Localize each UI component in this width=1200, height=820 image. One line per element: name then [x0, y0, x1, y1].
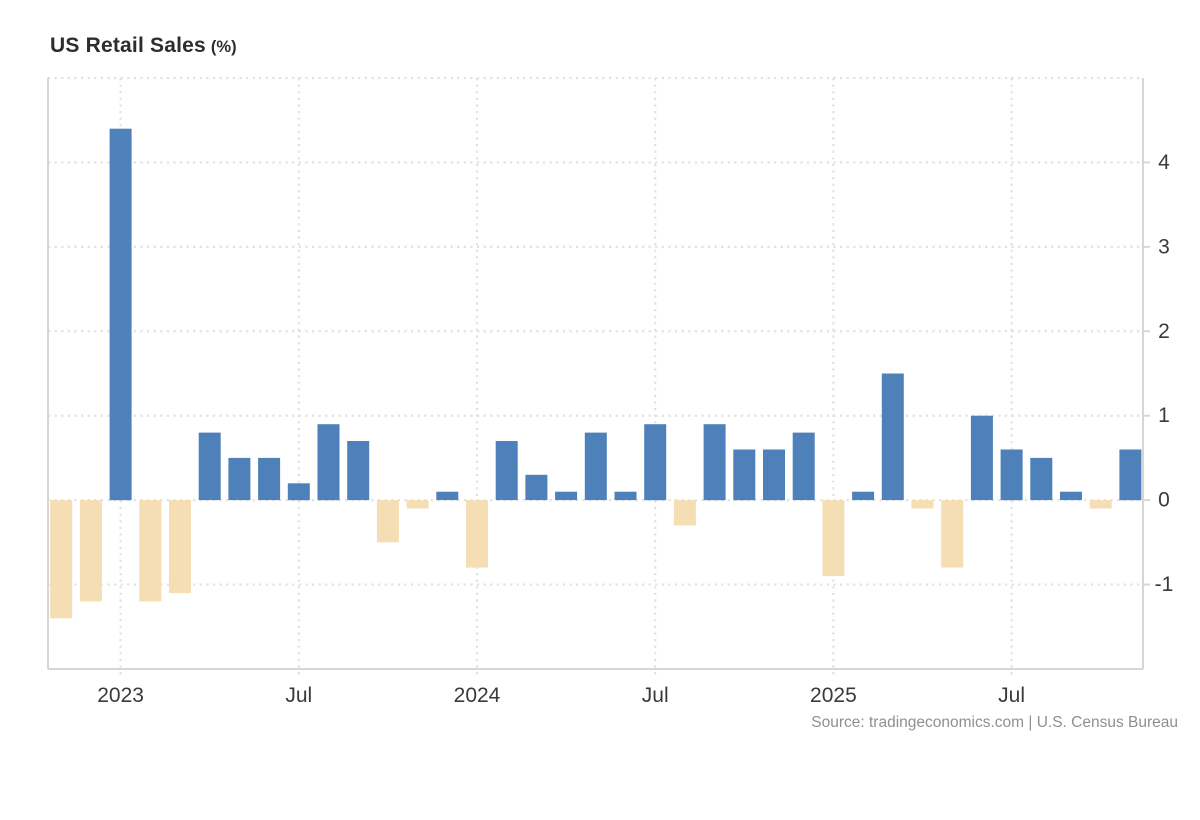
x-tick-label: Jul: [642, 684, 669, 707]
bar-mar-2023[interactable]: [169, 500, 191, 593]
chart-title-unit: (%): [210, 38, 237, 56]
bar-aug-2025[interactable]: [1030, 457, 1053, 501]
bar-nov-2022[interactable]: [50, 500, 73, 619]
y-tick-label: 2: [1158, 320, 1170, 343]
y-tick-label: 0: [1158, 489, 1170, 512]
x-tick-label: 2023: [97, 684, 144, 707]
y-tick-label: 3: [1158, 235, 1170, 258]
bar-jun-2025[interactable]: [970, 415, 993, 501]
y-tick-label: -1: [1155, 573, 1174, 596]
y-tick-label: 1: [1158, 404, 1170, 427]
chart-title: US Retail Sales (%): [50, 34, 237, 58]
bar-jan-2024[interactable]: [466, 500, 488, 568]
bar-nov-2025[interactable]: [1119, 449, 1142, 501]
y-tick-label: 4: [1158, 151, 1170, 174]
bar-nov-2023[interactable]: [406, 500, 429, 509]
bar-oct-2024[interactable]: [733, 449, 756, 501]
bar-jul-2023[interactable]: [287, 483, 310, 501]
bar-sep-2025[interactable]: [1060, 491, 1082, 501]
bar-sep-2023[interactable]: [347, 441, 370, 501]
bar-may-2023[interactable]: [228, 457, 251, 501]
bar-jul-2025[interactable]: [1000, 449, 1023, 501]
bar-mar-2025[interactable]: [881, 373, 904, 501]
source-attribution: Source: tradingeconomics.com | U.S. Cens…: [811, 714, 1178, 731]
bar-oct-2025[interactable]: [1089, 500, 1112, 509]
x-tick-label: Jul: [998, 684, 1025, 707]
bar-apr-2025[interactable]: [911, 500, 934, 509]
x-tick-label: 2025: [810, 684, 857, 707]
bar-nov-2024[interactable]: [763, 449, 785, 501]
bar-sep-2024[interactable]: [703, 424, 726, 501]
chart-title-text: US Retail Sales: [50, 34, 206, 57]
bar-jan-2023[interactable]: [109, 128, 132, 501]
bar-aug-2023[interactable]: [317, 424, 340, 501]
bar-feb-2025[interactable]: [852, 491, 875, 501]
bar-may-2025[interactable]: [941, 500, 964, 568]
bar-jan-2025[interactable]: [822, 500, 845, 577]
bar-jul-2024[interactable]: [644, 424, 667, 501]
x-tick-label: Jul: [285, 684, 312, 707]
bar-feb-2024[interactable]: [495, 441, 518, 501]
bar-feb-2023[interactable]: [139, 500, 162, 602]
bar-dec-2023[interactable]: [436, 491, 459, 501]
bar-may-2024[interactable]: [584, 432, 607, 501]
bar-dec-2022[interactable]: [79, 500, 102, 602]
bar-jun-2023[interactable]: [258, 457, 281, 501]
x-tick-label: 2024: [454, 684, 501, 707]
bar-apr-2024[interactable]: [555, 491, 578, 501]
bar-dec-2024[interactable]: [792, 432, 815, 501]
bar-aug-2024[interactable]: [673, 500, 696, 526]
bar-apr-2023[interactable]: [198, 432, 221, 501]
bar-mar-2024[interactable]: [525, 474, 548, 501]
bar-oct-2023[interactable]: [376, 500, 399, 543]
bar-jun-2024[interactable]: [614, 491, 637, 501]
